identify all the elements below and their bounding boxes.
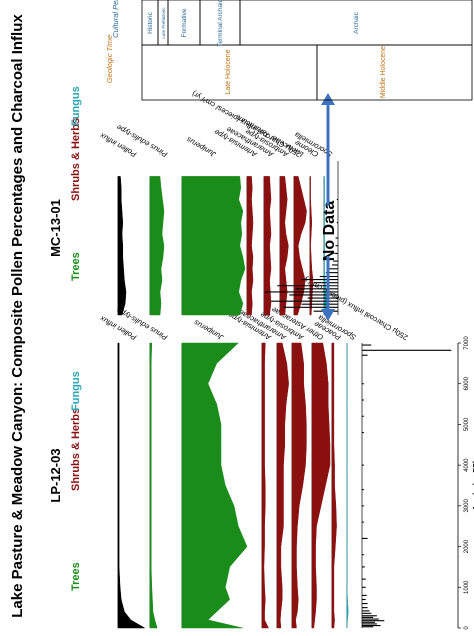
group-label-shrubs: Shrubs & Herbs	[70, 408, 82, 491]
cultural-box	[239, 0, 473, 46]
series-area	[276, 342, 289, 629]
column-artemisia-type: Artemisia-type	[226, 310, 273, 629]
column-juniperus: Juniperus	[181, 318, 248, 629]
group-label-fungus: Fungus	[70, 86, 82, 126]
column-pollen-influx: Pollen influx	[98, 314, 146, 629]
taxon-label: Juniperus	[185, 135, 219, 160]
age-axis: 01000200030004000500060007000Age (cal yr…	[457, 336, 474, 630]
no-data-label: No Data	[321, 201, 338, 262]
no-data-region: No Data	[321, 93, 338, 321]
age-tick-label: 2000	[464, 539, 470, 553]
geologic-label-middle-holocene: Middle Holocene	[380, 46, 387, 98]
series-area	[181, 342, 248, 629]
column-juniperus: Juniperus	[181, 135, 246, 316]
taxon-label: Juniperus	[192, 318, 226, 343]
series-area	[346, 343, 349, 629]
series-area	[149, 176, 165, 316]
cultural-label: Terminal Archaic	[217, 0, 224, 47]
series-area	[279, 176, 289, 316]
figure-title: Lake Pasture & Meadow Canyon: Composite …	[9, 14, 26, 618]
series-area	[149, 342, 158, 629]
age-tick-label: 3000	[464, 499, 470, 513]
age-tick-label: 7000	[464, 336, 470, 350]
series-area	[309, 176, 314, 316]
group-label-shrubs: Shrubs & Herbs	[70, 118, 82, 201]
geologic-box-middle	[316, 44, 473, 101]
age-tick-label: 0	[464, 626, 470, 630]
series-area	[246, 176, 254, 316]
group-label-trees: Trees	[70, 562, 82, 591]
series-area	[311, 342, 331, 629]
age-tick-label: 1000	[464, 580, 470, 594]
series-area	[331, 342, 337, 629]
cultural-label: Historic	[147, 11, 154, 33]
age-tick-label: 6000	[464, 376, 470, 390]
group-label-fungus: Fungus	[70, 371, 82, 411]
series-area	[263, 176, 272, 316]
age-tick-label: 5000	[464, 417, 470, 431]
site-name: LP-12-03	[48, 448, 63, 502]
column-pinus-edulis-type: Pinus edulis-type	[115, 306, 169, 629]
arrow-head-lower	[321, 309, 335, 321]
arrow-head-upper	[321, 93, 335, 105]
cultural-period-header: Cultural Period	[111, 0, 120, 38]
geologic-label-late-holocene: Late Holocene	[225, 49, 232, 94]
series-area	[181, 176, 246, 316]
column-pollen-influx: Pollen influx	[98, 131, 138, 316]
series-area	[261, 342, 269, 629]
cultural-label: Archaic	[353, 11, 360, 33]
site-name: MC-13-01	[48, 199, 63, 257]
series-area	[117, 342, 146, 629]
cultural-label: Late Prehistoric	[161, 7, 166, 39]
series-area	[117, 176, 127, 316]
age-tick-label: 4000	[464, 458, 470, 472]
cultural-label: Formative	[181, 8, 188, 37]
series-area	[291, 342, 307, 629]
series-area	[293, 176, 307, 316]
geologic-time-header: Geologic Time	[105, 35, 114, 83]
group-label-trees: Trees	[70, 252, 82, 281]
